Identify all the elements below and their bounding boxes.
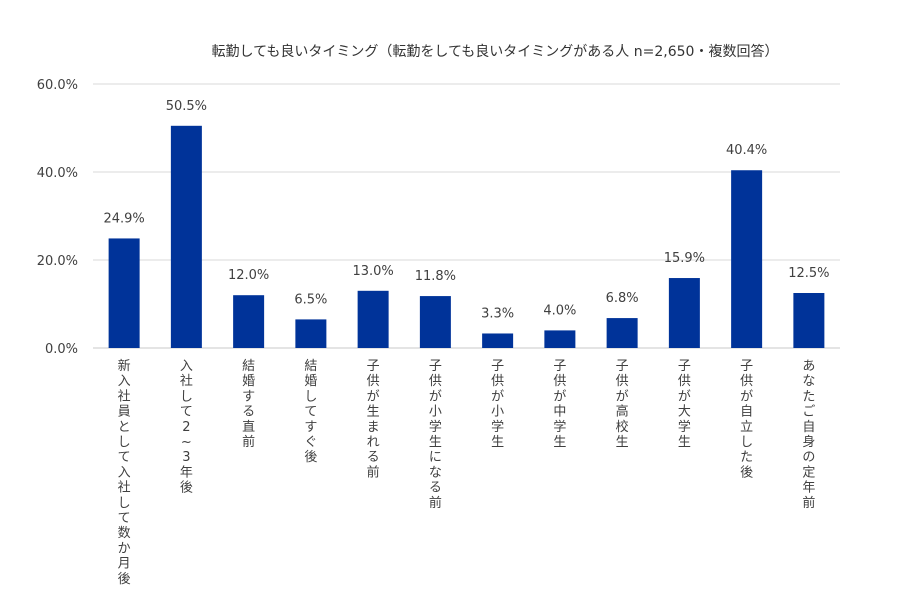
data-label: 13.0% <box>352 264 393 279</box>
bar <box>295 319 327 348</box>
bar <box>108 238 140 348</box>
data-label: 24.9% <box>103 211 144 226</box>
bar <box>170 125 202 348</box>
data-label: 15.9% <box>664 251 705 266</box>
bar <box>357 290 389 348</box>
data-label: 11.8% <box>415 269 456 284</box>
bar <box>668 278 700 348</box>
bar <box>419 296 451 348</box>
x-tick-label: 子供が小学生になる前 <box>429 359 442 511</box>
y-tick-label: 40.0% <box>37 166 78 181</box>
bar <box>731 170 763 348</box>
x-tick-label: 子供が自立した後 <box>740 359 753 480</box>
data-label: 6.5% <box>294 292 327 307</box>
data-label: 4.0% <box>543 303 576 318</box>
y-tick-label: 60.0% <box>37 78 78 93</box>
data-label: 50.5% <box>166 99 207 114</box>
bar <box>482 333 514 348</box>
y-tick-label: 0.0% <box>45 342 78 357</box>
bar <box>606 318 638 348</box>
x-tick-label: あなたご自身の定年前 <box>802 359 815 511</box>
bar <box>793 293 825 348</box>
data-label: 40.4% <box>726 143 767 158</box>
x-tick-label: 結婚する直前 <box>242 359 255 450</box>
data-label: 12.0% <box>228 268 269 283</box>
x-tick-label: 結婚してすぐ後 <box>304 359 317 465</box>
x-tick-label: 子供が小学生 <box>491 359 504 450</box>
y-tick-label: 20.0% <box>37 254 78 269</box>
data-label: 3.3% <box>481 306 514 321</box>
x-tick-label: 入社して 2 ~3 年後 <box>180 359 193 496</box>
x-tick-label: 子供が中学生 <box>553 359 566 450</box>
x-tick-label: 子供が高校生 <box>616 359 629 450</box>
bar <box>233 295 265 348</box>
x-tick-label: 子供が大学生 <box>678 359 691 450</box>
x-tick-label: 新入社員として入社して数か月後 <box>118 358 131 587</box>
data-label: 12.5% <box>788 266 829 281</box>
x-tick-label: 子供が生まれる前 <box>367 359 380 480</box>
data-label: 6.8% <box>606 291 639 306</box>
chart-title: 転勤しても良いタイミング（転勤をしても良いタイミングがある人 n=2,650・複… <box>211 44 779 60</box>
bar <box>544 330 576 348</box>
